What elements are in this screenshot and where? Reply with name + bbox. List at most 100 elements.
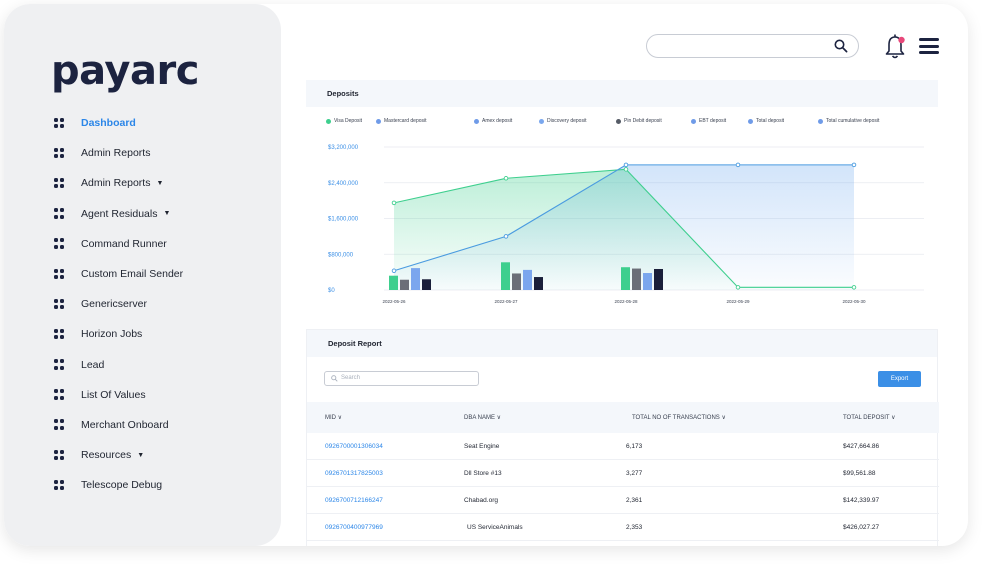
bar bbox=[643, 273, 652, 290]
legend-dot bbox=[376, 118, 381, 124]
bar bbox=[534, 277, 543, 290]
grid-icon bbox=[54, 449, 65, 461]
data-point bbox=[851, 162, 857, 168]
grid-icon bbox=[54, 328, 65, 340]
payarc-logo[interactable]: payarc bbox=[51, 48, 199, 94]
mid-link[interactable]: 0926700001306034 bbox=[325, 443, 383, 450]
caret-down-icon[interactable]: ▼ bbox=[156, 179, 164, 187]
legend-dot bbox=[818, 118, 823, 124]
caret-down-icon[interactable]: ▼ bbox=[137, 451, 145, 459]
sidebar-item-agent-residuals[interactable]: Agent Residuals ▼ bbox=[54, 199, 183, 229]
column-header-label: TOTAL NO OF TRANSACTIONS bbox=[632, 415, 720, 421]
bar bbox=[654, 268, 663, 290]
sort-chevron-icon: ∨ bbox=[495, 415, 502, 421]
data-point bbox=[623, 162, 629, 168]
sidebar-item-admin-reports[interactable]: Admin Reports ▼ bbox=[54, 168, 183, 198]
y-tick-label: $2,400,000 bbox=[328, 181, 359, 187]
x-tick-label: 2022-05-26 bbox=[382, 299, 406, 304]
legend-item[interactable]: EBT deposit bbox=[691, 118, 726, 124]
column-header-label: DBA NAME bbox=[464, 415, 496, 421]
column-header-total-deposit[interactable]: TOTAL DEPOSIT ∨ bbox=[843, 414, 896, 421]
column-header-mid[interactable]: MID ∨ bbox=[325, 414, 342, 421]
grid-icon bbox=[54, 117, 65, 129]
total-deposit: $142,339.97 bbox=[843, 497, 880, 504]
sidebar-item-merchant-onboard[interactable]: Merchant Onboard bbox=[54, 410, 183, 440]
mid-link[interactable]: 0926700400977969 bbox=[325, 524, 383, 531]
table-row[interactable]: 0926700712166247 Chabad.org 2,361 $142,339.… bbox=[307, 487, 939, 514]
transaction-count: 6,173 bbox=[626, 443, 643, 450]
sidebar-item-label: Agent Residuals bbox=[81, 207, 158, 220]
legend-item[interactable]: Amex deposit bbox=[474, 118, 512, 124]
legend-item[interactable]: Total deposit bbox=[748, 118, 784, 124]
legend-dot bbox=[691, 118, 696, 124]
sidebar-item-label: Genericserver bbox=[81, 298, 147, 311]
legend-label: Total deposit bbox=[756, 118, 785, 124]
notification-dot bbox=[898, 36, 905, 44]
transaction-count: 2,361 bbox=[626, 497, 643, 504]
grid-icon bbox=[54, 298, 65, 310]
legend-dot bbox=[616, 118, 621, 124]
legend-item[interactable]: Mastercard deposit bbox=[376, 118, 427, 124]
data-point bbox=[735, 162, 741, 168]
transaction-count: 2,353 bbox=[626, 524, 643, 531]
deposits-title: Deposits bbox=[306, 80, 938, 107]
sidebar-item-command-runner[interactable]: Command Runner bbox=[54, 229, 183, 259]
sidebar-item-resources[interactable]: Resources ▼ bbox=[54, 440, 183, 470]
bar bbox=[621, 267, 630, 290]
legend-item[interactable]: Discovery deposit bbox=[539, 118, 586, 124]
sidebar-item-lead[interactable]: Lead bbox=[54, 350, 183, 380]
bar bbox=[422, 279, 431, 290]
y-tick-label: $800,000 bbox=[328, 252, 354, 258]
bar bbox=[512, 273, 521, 290]
legend-item[interactable]: Total cumulative deposit bbox=[818, 118, 879, 124]
search-icon[interactable] bbox=[834, 39, 848, 53]
dba-name: US ServiceAnimals bbox=[467, 524, 523, 531]
chart-legend: Visa Deposit Mastercard deposit Amex depos… bbox=[326, 118, 926, 128]
table-header: MID ∨ DBA NAME ∨ TOTAL NO OF TRANSACTIONS … bbox=[307, 402, 939, 433]
sidebar: payarc Dashboard Admin Reports Admin Repor… bbox=[4, 4, 281, 546]
bar bbox=[400, 279, 409, 290]
sidebar-item-label: Admin Reports bbox=[81, 177, 151, 190]
deposit-report-title: Deposit Report bbox=[307, 330, 937, 357]
data-point bbox=[735, 285, 741, 290]
sidebar-item-genericserver[interactable]: Genericserver bbox=[54, 289, 183, 319]
column-header-label: MID bbox=[325, 415, 336, 421]
sidebar-item-admin-reports[interactable]: Admin Reports bbox=[54, 138, 183, 168]
bar bbox=[632, 268, 641, 290]
sort-chevron-icon: ∨ bbox=[719, 415, 726, 421]
export-button[interactable]: Export bbox=[878, 371, 921, 387]
notification-bell-icon[interactable] bbox=[884, 33, 906, 61]
legend-dot bbox=[326, 118, 331, 124]
mid-link[interactable]: 0926700712166247 bbox=[325, 497, 383, 504]
table-row[interactable]: 0926700400977969 US ServiceAnimals 2,353 $4… bbox=[307, 514, 939, 541]
sidebar-item-custom-email-sender[interactable]: Custom Email Sender bbox=[54, 259, 183, 289]
report-search-input[interactable]: Search bbox=[324, 371, 479, 386]
bar bbox=[411, 268, 420, 290]
deposits-chart: $3,200,000 $2,400,000 $1,600,000 $800,000 $0… bbox=[328, 145, 924, 304]
data-point bbox=[503, 176, 509, 181]
mid-link[interactable]: 0926701317825003 bbox=[325, 470, 383, 477]
table-row[interactable]: 0926701317825003 Dll Store #13 3,277 $99,56… bbox=[307, 460, 939, 487]
table-row[interactable]: 0926700001306034 Seat Engine 6,173 $427,664… bbox=[307, 433, 939, 460]
sidebar-item-telescope-debug[interactable]: Telescope Debug bbox=[54, 470, 183, 500]
x-tick-label: 2022-05-30 bbox=[842, 299, 866, 304]
sidebar-item-horizon-jobs[interactable]: Horizon Jobs bbox=[54, 319, 183, 349]
transaction-count: 3,277 bbox=[626, 470, 643, 477]
sidebar-item-list-of-values[interactable]: List Of Values bbox=[54, 380, 183, 410]
area-total-deposit bbox=[394, 169, 854, 290]
sidebar-item-dashboard[interactable]: Dashboard bbox=[54, 108, 183, 138]
y-tick-label: $0 bbox=[328, 288, 335, 294]
grid-icon bbox=[54, 147, 65, 159]
sort-chevron-icon: ∨ bbox=[889, 415, 896, 421]
legend-label: EBT deposit bbox=[699, 118, 727, 124]
column-header-total-no-of-transactions[interactable]: TOTAL NO OF TRANSACTIONS ∨ bbox=[632, 414, 726, 421]
column-header-dba-name[interactable]: DBA NAME ∨ bbox=[464, 414, 501, 421]
global-search-input[interactable] bbox=[646, 34, 859, 58]
sidebar-item-label: Dashboard bbox=[81, 117, 136, 130]
hamburger-menu-icon[interactable] bbox=[919, 38, 939, 54]
legend-item[interactable]: Pin Debit deposit bbox=[616, 118, 662, 124]
total-deposit: $99,561.88 bbox=[843, 470, 876, 477]
caret-down-icon[interactable]: ▼ bbox=[163, 210, 171, 218]
legend-item[interactable]: Visa Deposit bbox=[326, 118, 362, 124]
sidebar-item-label: Resources bbox=[81, 449, 132, 462]
